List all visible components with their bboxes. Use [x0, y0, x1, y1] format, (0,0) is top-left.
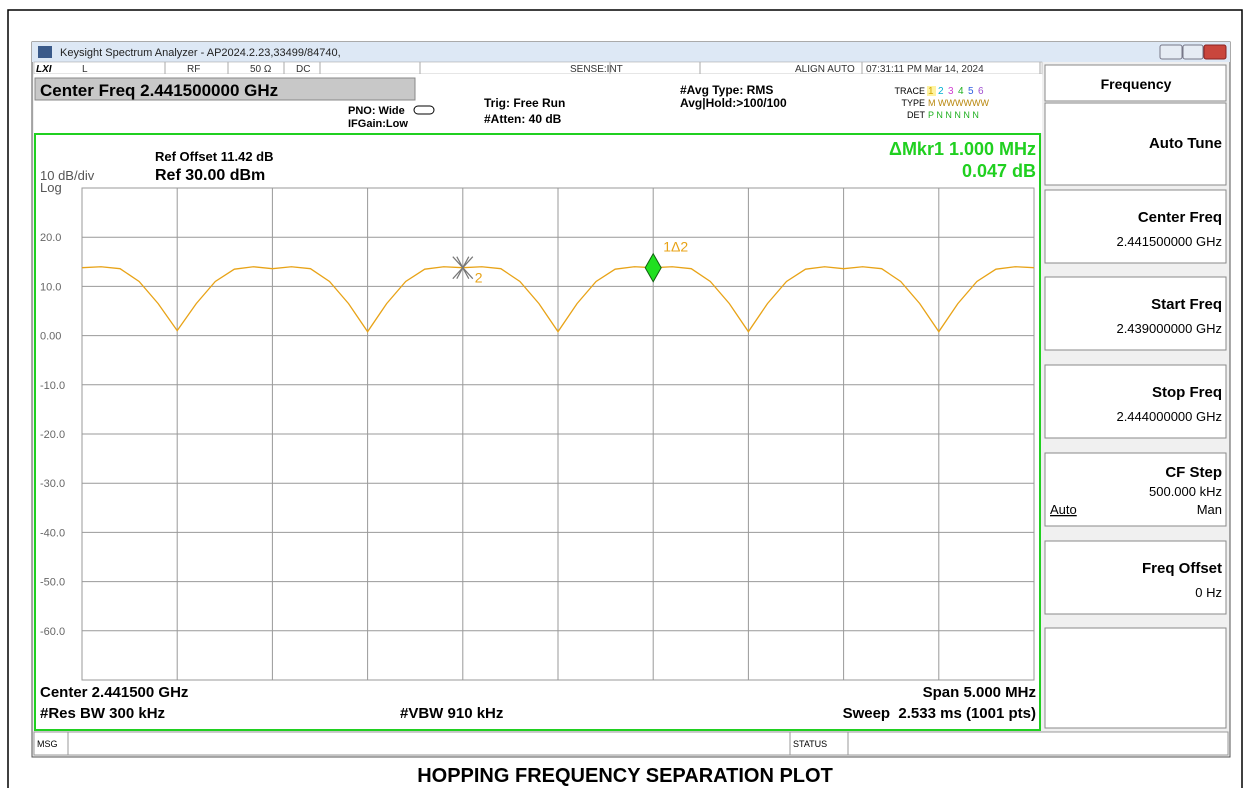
caption: HOPPING FREQUENCY SEPARATION PLOT: [417, 765, 833, 787]
softkeys: Auto Tune Center Freq 2.441500000 GHz Start…: [1044, 102, 1227, 615]
span: Span 5.000 MHz: [923, 684, 1036, 701]
close-button[interactable]: [1203, 44, 1227, 60]
status-item: SENSE:INT: [570, 64, 623, 75]
minimize-button[interactable]: [1159, 44, 1183, 60]
avg-type: #Avg Type: RMS: [680, 83, 773, 97]
softkey-empty: [1044, 627, 1227, 729]
maximize-button[interactable]: [1182, 44, 1204, 60]
y-tick-label: -40.0: [40, 527, 65, 539]
lxi-logo: LXI: [36, 64, 52, 75]
softkey-value: 2.441500000 GHz: [1116, 234, 1222, 249]
y-tick-label: -50.0: [40, 577, 65, 589]
det-label: DET: [907, 110, 926, 120]
trace-label: TRACE: [894, 86, 925, 96]
status: STATUS: [793, 739, 827, 749]
softkey-value: 500.000 kHz: [1149, 484, 1222, 499]
y-tick-label: 0.00: [40, 331, 61, 343]
plot-area: [34, 133, 1041, 731]
ifgain: IFGain:Low: [348, 118, 408, 130]
softkey-value: 2.444000000 GHz: [1116, 409, 1222, 424]
trace-number: 6: [978, 86, 984, 97]
softkey[interactable]: [1044, 540, 1227, 615]
trace-number: 4: [958, 86, 964, 97]
msg: MSG: [37, 739, 58, 749]
graticule: 20.0 10.0 0.00 -10.0 -20.0 -30.0 -40.0 -50.0 -60…: [40, 187, 1035, 681]
trig: Trig: Free Run: [484, 96, 565, 110]
center: Center 2.441500 GHz: [40, 684, 188, 701]
y-tick-label: -10.0: [40, 380, 65, 392]
trace-number: 1: [928, 86, 934, 97]
status-item: DC: [296, 64, 310, 75]
message-bar: [33, 731, 1229, 756]
y-tick-label: -60.0: [40, 626, 65, 638]
softkey-label: Auto Tune: [1149, 135, 1222, 152]
atten: #Atten: 40 dB: [484, 112, 562, 126]
softkey[interactable]: [1044, 276, 1227, 351]
softkey-label: Stop Freq: [1152, 384, 1222, 401]
type-label: TYPE: [901, 98, 925, 108]
frame: [7, 9, 1243, 788]
softkey-option: Man: [1197, 502, 1222, 517]
window-title: Keysight Spectrum Analyzer - AP2024.2.23…: [60, 47, 341, 59]
y-tick-label: -20.0: [40, 429, 65, 441]
softkey[interactable]: [1044, 364, 1227, 439]
softkey[interactable]: [1044, 189, 1227, 264]
vbw: #VBW 910 kHz: [400, 705, 503, 722]
avg-hold: Avg|Hold:>100/100: [680, 96, 787, 110]
ref-level: Ref 30.00 dBm: [155, 167, 265, 184]
title-bar: [32, 42, 1230, 62]
center-freq: Center Freq 2.441500000 GHz: [40, 81, 278, 100]
rbw: #Res BW 300 kHz: [40, 705, 165, 722]
type-value: M WWWWWW: [928, 98, 989, 108]
pno: PNO: Wide: [348, 105, 405, 117]
softkey-label: CF Step: [1165, 464, 1222, 481]
trace: [81, 266, 1035, 333]
app-icon: [38, 46, 52, 58]
marker-readout: ΔMkr1 1.000 MHz: [889, 139, 1036, 159]
marker-label: 1Δ2: [663, 239, 688, 255]
marker-label: 2: [475, 270, 483, 286]
trace-highlight: [927, 86, 936, 96]
status-item: RF: [187, 64, 200, 75]
marker-ref: [452, 256, 474, 280]
trace-number: 2: [938, 86, 944, 97]
center-freq-box: [34, 77, 416, 101]
marker-delta: [644, 252, 662, 283]
menu-header: [1044, 64, 1227, 102]
scale-type: Log: [40, 180, 62, 195]
marker-readout: 0.047 dB: [962, 161, 1036, 181]
softkey-label: Start Freq: [1151, 296, 1222, 313]
status-item: L: [82, 64, 88, 75]
det-value: P N N N N N: [928, 110, 979, 120]
pno-icon: [413, 105, 435, 115]
softkey[interactable]: [1044, 102, 1227, 186]
status-item: 07:31:11 PM Mar 14, 2024: [866, 64, 984, 75]
softkey-value: 0 Hz: [1195, 585, 1222, 600]
sweep: Sweep 2.533 ms (1001 pts): [843, 705, 1036, 722]
y-tick-label: -30.0: [40, 478, 65, 490]
softkey-value: 2.439000000 GHz: [1116, 321, 1222, 336]
softkey-label: Center Freq: [1138, 209, 1222, 226]
menu-title: Frequency: [1101, 76, 1172, 92]
trace-number: 3: [948, 86, 954, 97]
status-item: ALIGN AUTO: [795, 64, 855, 75]
scale: 10 dB/div: [40, 168, 95, 183]
y-tick-label: 10.0: [40, 281, 61, 293]
softkey[interactable]: [1044, 452, 1227, 527]
status-items: L RF 50 Ω DC SENSE:INT ALIGN AUTO 07:31:11 PM …: [82, 62, 1041, 75]
softkey-label: Freq Offset: [1142, 560, 1222, 577]
status-item: 50 Ω: [250, 64, 272, 75]
trace-number: 5: [968, 86, 974, 97]
ref-offset: Ref Offset 11.42 dB: [155, 149, 274, 164]
y-tick-label: 20.0: [40, 232, 61, 244]
softkey-option: Auto: [1050, 502, 1077, 517]
